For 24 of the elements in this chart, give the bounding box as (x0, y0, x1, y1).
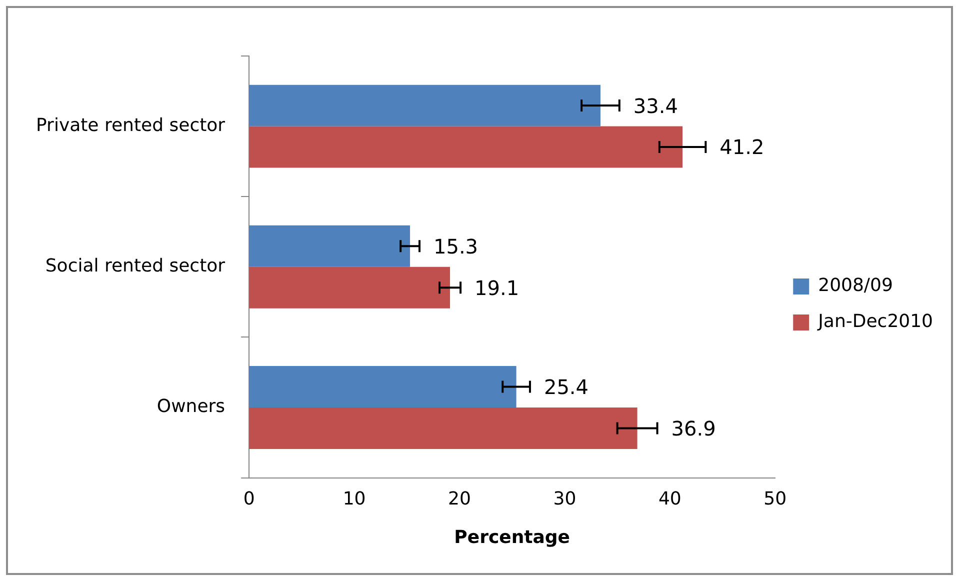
x-tick-label: 40 (658, 488, 682, 510)
data-label: 41.2 (720, 135, 764, 160)
data-label: 15.3 (434, 234, 478, 258)
x-tick-label: 0 (243, 488, 255, 510)
x-axis-title: Percentage (454, 526, 570, 548)
legend-label: 2008/09 (818, 275, 893, 296)
data-label: 33.4 (633, 94, 678, 118)
bar (249, 266, 450, 308)
bar (249, 408, 638, 449)
bar (249, 126, 683, 168)
y-tick-label: Social rented sector (45, 256, 226, 277)
x-tick-label: 20 (448, 488, 471, 510)
y-tick-label: Owners (156, 396, 226, 418)
x-tick-label: 50 (764, 488, 787, 510)
data-label: 36.9 (671, 416, 716, 440)
x-tick-label: 30 (553, 488, 576, 510)
legend-label: Jan-Dec2010 (817, 311, 934, 332)
bar (249, 225, 410, 267)
x-tick-label: 10 (342, 488, 366, 510)
y-tick-label: Private rented sector (36, 114, 226, 136)
bar (249, 84, 600, 126)
bar (249, 366, 516, 408)
data-label: 19.1 (474, 276, 520, 300)
data-label: 25.4 (544, 374, 589, 399)
